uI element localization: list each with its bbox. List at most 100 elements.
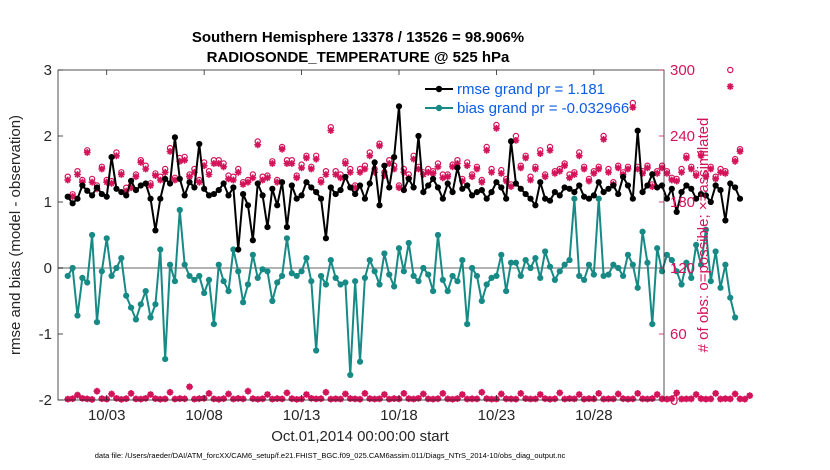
obs-assimilated-point xyxy=(444,173,452,181)
bias-point xyxy=(600,272,607,280)
obs-low-assimilated-point xyxy=(244,387,252,395)
obs-low-assimilated-point xyxy=(220,395,228,403)
obs-assimilated-point xyxy=(639,170,646,177)
obs-assimilated-point xyxy=(415,165,422,173)
obs-assimilated-point xyxy=(298,164,305,172)
obs-assimilated-point xyxy=(171,176,179,184)
bias-point xyxy=(507,259,515,266)
bias-point xyxy=(123,292,130,299)
obs-low-assimilated-point xyxy=(478,388,486,396)
bias-point xyxy=(546,263,554,270)
rmse-point xyxy=(624,182,632,189)
rmse-point xyxy=(147,195,154,202)
obs-assimilated-point xyxy=(717,168,724,176)
obs-low-assimilated-point xyxy=(536,391,544,398)
bias-point xyxy=(244,281,252,288)
bias-point xyxy=(615,264,622,272)
obs-low-assimilated-point xyxy=(400,390,408,397)
obs-low-assimilated-point xyxy=(619,395,627,403)
obs-low-assimilated-point xyxy=(424,395,432,403)
rmse-point xyxy=(581,193,588,200)
obs-assimilated-point xyxy=(644,164,651,172)
obs-low-assimilated-point xyxy=(327,395,335,403)
obs-low-assimilated-point xyxy=(176,395,184,402)
obs-low-assimilated-point xyxy=(736,395,744,403)
obs-assimilated-point xyxy=(288,160,296,167)
obs-low-assimilated-point xyxy=(434,395,442,403)
bias-point xyxy=(561,261,568,268)
bias-point xyxy=(542,248,549,255)
bias-point xyxy=(488,274,495,281)
obs-assimilated-point xyxy=(351,184,359,192)
obs-low-assimilated-point xyxy=(546,395,554,403)
bias-point xyxy=(205,276,213,283)
obs-low-assimilated-point xyxy=(356,395,364,403)
rmse-point xyxy=(269,185,276,192)
bias-point xyxy=(522,256,529,264)
obs-assimilated-point xyxy=(512,137,520,144)
obs-low-assimilated-point xyxy=(264,391,271,398)
bias-point xyxy=(386,271,393,278)
bias-point xyxy=(712,248,719,255)
bias-point xyxy=(444,288,451,295)
obs-assimilated-point xyxy=(205,171,213,178)
obs-assimilated-point xyxy=(346,168,354,176)
obs-assimilated-point xyxy=(259,176,266,184)
rmse-point xyxy=(196,140,203,148)
obs-possible-point xyxy=(727,66,734,74)
obs-low-assimilated-point xyxy=(376,395,383,403)
obs-assimilated-point xyxy=(546,146,554,154)
obs-low-assimilated-point xyxy=(283,389,291,397)
obs-assimilated-point xyxy=(229,176,237,184)
obs-low-assimilated-point xyxy=(190,395,198,403)
rmse-point xyxy=(649,171,656,178)
bias-point xyxy=(571,195,578,202)
bias-point xyxy=(225,288,232,295)
bias-point xyxy=(352,278,359,285)
bias-point xyxy=(298,268,305,275)
rmse-point xyxy=(464,182,471,189)
obs-low-assimilated-point xyxy=(312,395,320,403)
y-axis-label: rmse and bias (model - observation) xyxy=(7,115,24,355)
bias-point xyxy=(74,312,81,319)
obs-assimilated-point xyxy=(312,155,320,163)
obs-assimilated-point xyxy=(454,160,461,167)
rmse-point xyxy=(371,159,378,166)
bias-point xyxy=(210,321,217,328)
bias-point xyxy=(425,271,432,278)
rmse-point xyxy=(512,180,520,187)
obs-assimilated-point xyxy=(653,170,661,177)
obs-low-assimilated-point xyxy=(644,395,651,403)
bias-point xyxy=(454,278,461,285)
bias-point xyxy=(313,347,320,354)
rmse-point xyxy=(205,192,213,199)
bias-point xyxy=(400,268,407,275)
obs-low-assimilated-point xyxy=(678,395,685,403)
bias-point xyxy=(468,264,476,272)
obs-low-assimilated-point xyxy=(268,395,276,403)
obs-assimilated-point xyxy=(439,174,447,182)
obs-assimilated-point xyxy=(69,193,77,200)
bias-point xyxy=(361,274,368,281)
obs-low-assimilated-point xyxy=(152,395,159,403)
obs-assimilated-point xyxy=(307,165,315,173)
obs-low-assimilated-point xyxy=(346,395,354,402)
obs-low-assimilated-point xyxy=(488,395,495,403)
rmse-point xyxy=(468,192,476,199)
obs-low-assimilated-point xyxy=(98,395,106,403)
obs-assimilated-point xyxy=(502,177,510,185)
bias-point xyxy=(678,281,685,288)
obs-assimilated-point xyxy=(493,124,500,132)
bias-point xyxy=(147,314,154,321)
rmse-point xyxy=(352,190,359,198)
rmse-point xyxy=(313,189,320,196)
obs-low-assimilated-point xyxy=(449,395,456,403)
obs-assimilated-point xyxy=(527,176,534,184)
bias-point xyxy=(654,245,661,252)
rmse-point xyxy=(498,184,505,191)
obs-assimilated-point xyxy=(88,178,96,186)
obs-assimilated-point xyxy=(190,168,198,176)
rmse-point xyxy=(654,184,661,191)
bias-point xyxy=(176,206,183,214)
